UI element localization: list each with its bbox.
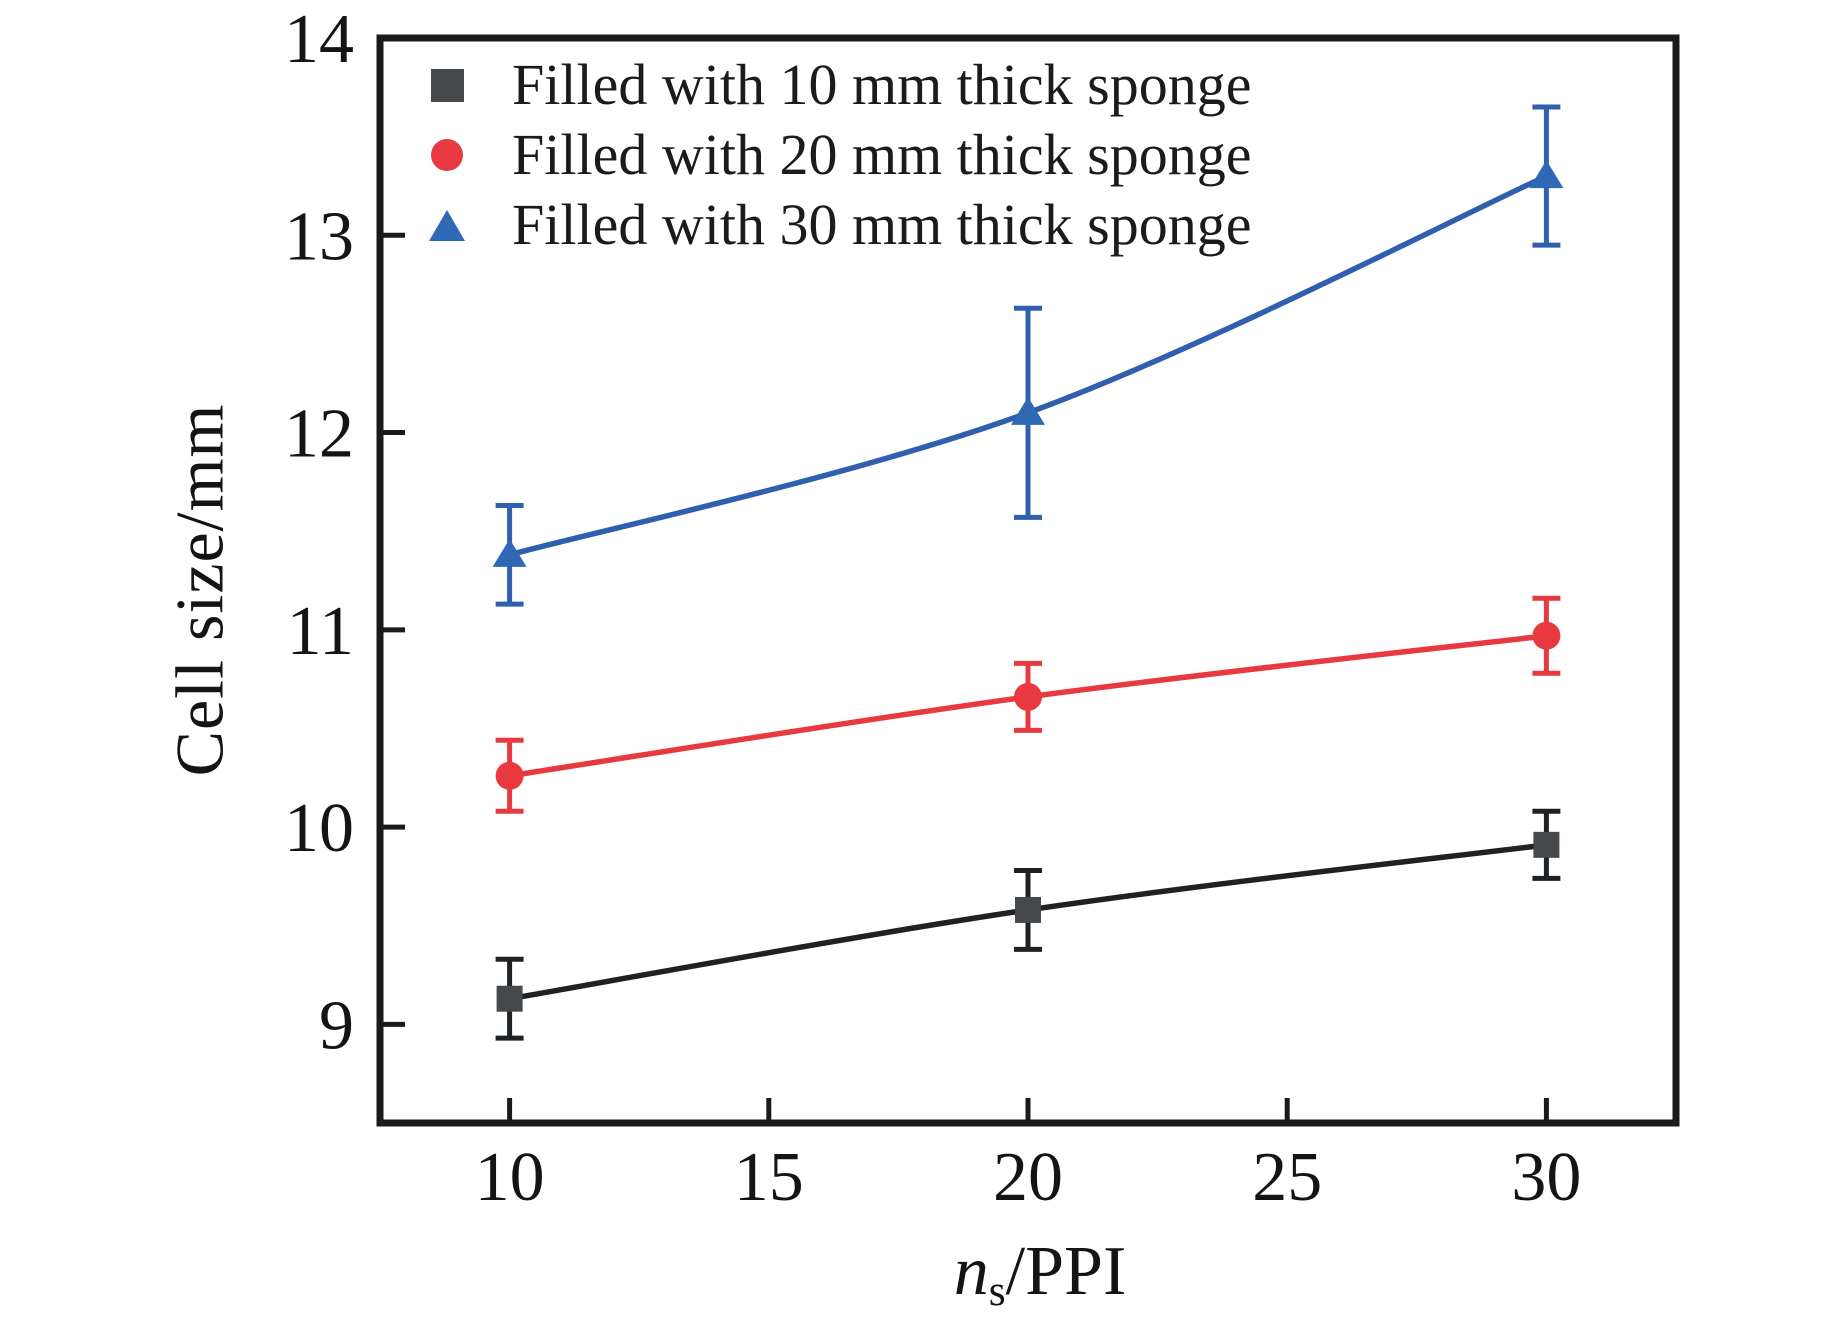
y-axis-title-text: Cell size/mm [161,403,238,777]
series-2-marker-triangle [1011,396,1045,425]
y-tick-label: 14 [284,1,354,78]
series-2-marker-triangle [492,538,527,567]
legend-marker-cell [412,68,482,102]
series-1-marker-circle [1014,682,1042,711]
x-axis-title: ns/PPI [954,1232,1127,1316]
circle-marker-icon [431,139,463,171]
x-axis-title-var: n [953,1233,989,1310]
legend-item-20mm: Filled with 20 mm thick sponge [412,120,1251,190]
series-1-marker-circle [1532,621,1561,650]
legend-label: Filled with 10 mm thick sponge [512,52,1252,117]
series-0-marker-square [496,985,523,1012]
y-tick-label: 9 [319,987,354,1064]
plot-frame [376,34,1680,1127]
series-0-marker-square [1533,831,1560,858]
triangle-marker-icon [429,209,465,241]
legend: Filled with 10 mm thick sponge Filled wi… [412,50,1251,260]
x-tick-label: 30 [1511,1139,1581,1216]
x-tick-label: 15 [734,1139,804,1216]
series-2-marker-triangle [1529,160,1564,189]
legend-marker-cell [412,209,482,241]
y-tick-label: 12 [284,396,354,473]
legend-item-30mm: Filled with 30 mm thick sponge [412,190,1251,260]
y-tick-label: 11 [287,593,354,670]
legend-item-10mm: Filled with 10 mm thick sponge [412,50,1251,120]
x-axis-title-sub: s [988,1266,1006,1315]
square-marker-icon [430,68,464,102]
x-tick-label: 25 [1252,1139,1322,1216]
x-tick-label: 20 [993,1139,1063,1216]
y-tick-label: 10 [284,790,354,867]
legend-label: Filled with 30 mm thick sponge [512,192,1252,257]
x-axis-title-rest: /PPI [1005,1233,1127,1310]
x-tick-label: 10 [475,1139,545,1216]
y-tick-label: 13 [284,198,354,275]
legend-marker-cell [412,139,482,171]
series-0-marker-square [1015,896,1041,923]
legend-label: Filled with 20 mm thick sponge [512,122,1252,187]
series-1-marker-circle [495,761,524,790]
